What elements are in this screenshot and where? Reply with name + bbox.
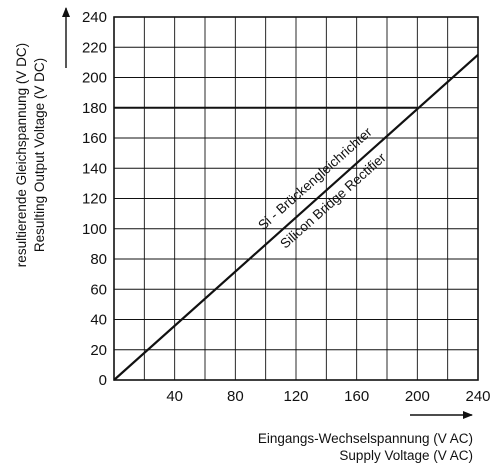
y-tick-label: 180 <box>82 100 107 117</box>
y-tick-label: 160 <box>82 130 107 147</box>
x-tick-label: 200 <box>405 388 430 405</box>
x-axis-title-de: Eingangs-Wechselspannung (V AC) <box>258 431 473 446</box>
x-tick-label: 40 <box>166 388 183 405</box>
x-tick-label: 80 <box>227 388 244 405</box>
y-tick-labels: 0 20 40 60 80 100 120 140 160 180 200 220 240 <box>82 9 107 389</box>
x-tick-label: 120 <box>283 388 308 405</box>
grid <box>114 17 478 380</box>
y-axis-title-de: resultierende Gleichspannung (V DC) <box>14 43 29 267</box>
x-tick-label: 240 <box>465 388 490 405</box>
y-tick-label: 60 <box>90 281 107 298</box>
plot-frame <box>113 16 479 381</box>
y-axis-title-en: Resulting Output Voltage (V DC) <box>32 58 47 252</box>
y-tick-label: 20 <box>90 342 107 359</box>
x-tick-labels: 40 80 120 160 200 240 <box>166 388 490 405</box>
y-tick-label: 240 <box>82 9 107 26</box>
x-axis-title-en: Supply Voltage (V AC) <box>339 448 473 463</box>
series-line-rectifier <box>113 53 479 381</box>
y-tick-label: 200 <box>82 70 107 87</box>
y-tick-label: 0 <box>99 372 107 389</box>
y-tick-label: 40 <box>90 312 107 329</box>
series-layer <box>113 53 479 381</box>
y-tick-label: 100 <box>82 221 107 238</box>
y-tick-label: 80 <box>90 251 107 268</box>
y-tick-label: 220 <box>82 39 107 56</box>
y-tick-label: 140 <box>82 160 107 177</box>
y-tick-label: 120 <box>82 191 107 208</box>
x-tick-label: 160 <box>344 388 369 405</box>
